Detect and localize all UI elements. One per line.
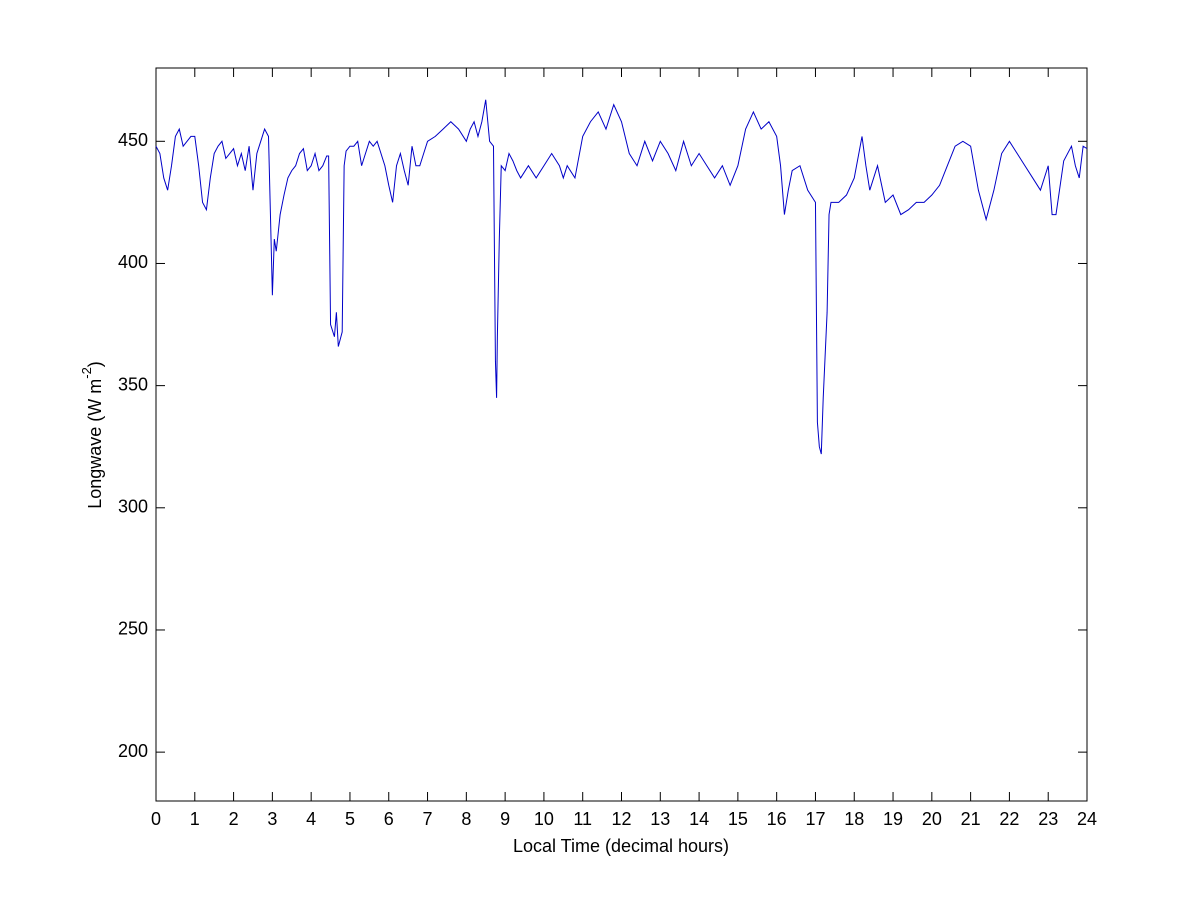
x-tick-label: 18 bbox=[844, 809, 864, 829]
x-tick-label: 23 bbox=[1038, 809, 1058, 829]
x-tick-label: 1 bbox=[190, 809, 200, 829]
x-tick-label: 22 bbox=[999, 809, 1019, 829]
x-tick-label: 17 bbox=[805, 809, 825, 829]
y-label-sup: -2 bbox=[79, 367, 94, 379]
x-tick-label: 15 bbox=[728, 809, 748, 829]
x-tick-label: 21 bbox=[961, 809, 981, 829]
x-axis-label: Local Time (decimal hours) bbox=[513, 836, 729, 856]
x-tick-label: 4 bbox=[306, 809, 316, 829]
y-label-main: Longwave (W m bbox=[85, 379, 105, 509]
x-tick-label: 20 bbox=[922, 809, 942, 829]
x-tick-label: 10 bbox=[534, 809, 554, 829]
y-axis-label: Longwave (W m-2) bbox=[79, 361, 104, 509]
x-tick-label: 13 bbox=[650, 809, 670, 829]
x-tick-label: 7 bbox=[423, 809, 433, 829]
y-tick-label: 200 bbox=[118, 741, 148, 761]
x-tick-label: 0 bbox=[151, 809, 161, 829]
x-tick-label: 12 bbox=[611, 809, 631, 829]
data-line bbox=[155, 99, 1088, 455]
x-tick-label: 3 bbox=[267, 809, 277, 829]
y-tick-label: 300 bbox=[118, 497, 148, 517]
x-tick-label: 11 bbox=[573, 809, 592, 829]
y-tick-label: 250 bbox=[118, 619, 148, 639]
x-tick-label: 14 bbox=[689, 809, 709, 829]
x-tick-label: 5 bbox=[345, 809, 355, 829]
y-tick-label: 350 bbox=[118, 374, 148, 394]
y-tick-label: 450 bbox=[118, 130, 148, 150]
x-tick-label: 24 bbox=[1077, 809, 1097, 829]
y-label-end: ) bbox=[85, 361, 105, 367]
x-tick-label: 8 bbox=[461, 809, 471, 829]
x-tick-label: 9 bbox=[500, 809, 510, 829]
x-tick-label: 6 bbox=[384, 809, 394, 829]
y-tick-label: 400 bbox=[118, 252, 148, 272]
x-tick-label: 2 bbox=[229, 809, 239, 829]
x-tick-label: 16 bbox=[767, 809, 787, 829]
x-tick-label: 19 bbox=[883, 809, 903, 829]
